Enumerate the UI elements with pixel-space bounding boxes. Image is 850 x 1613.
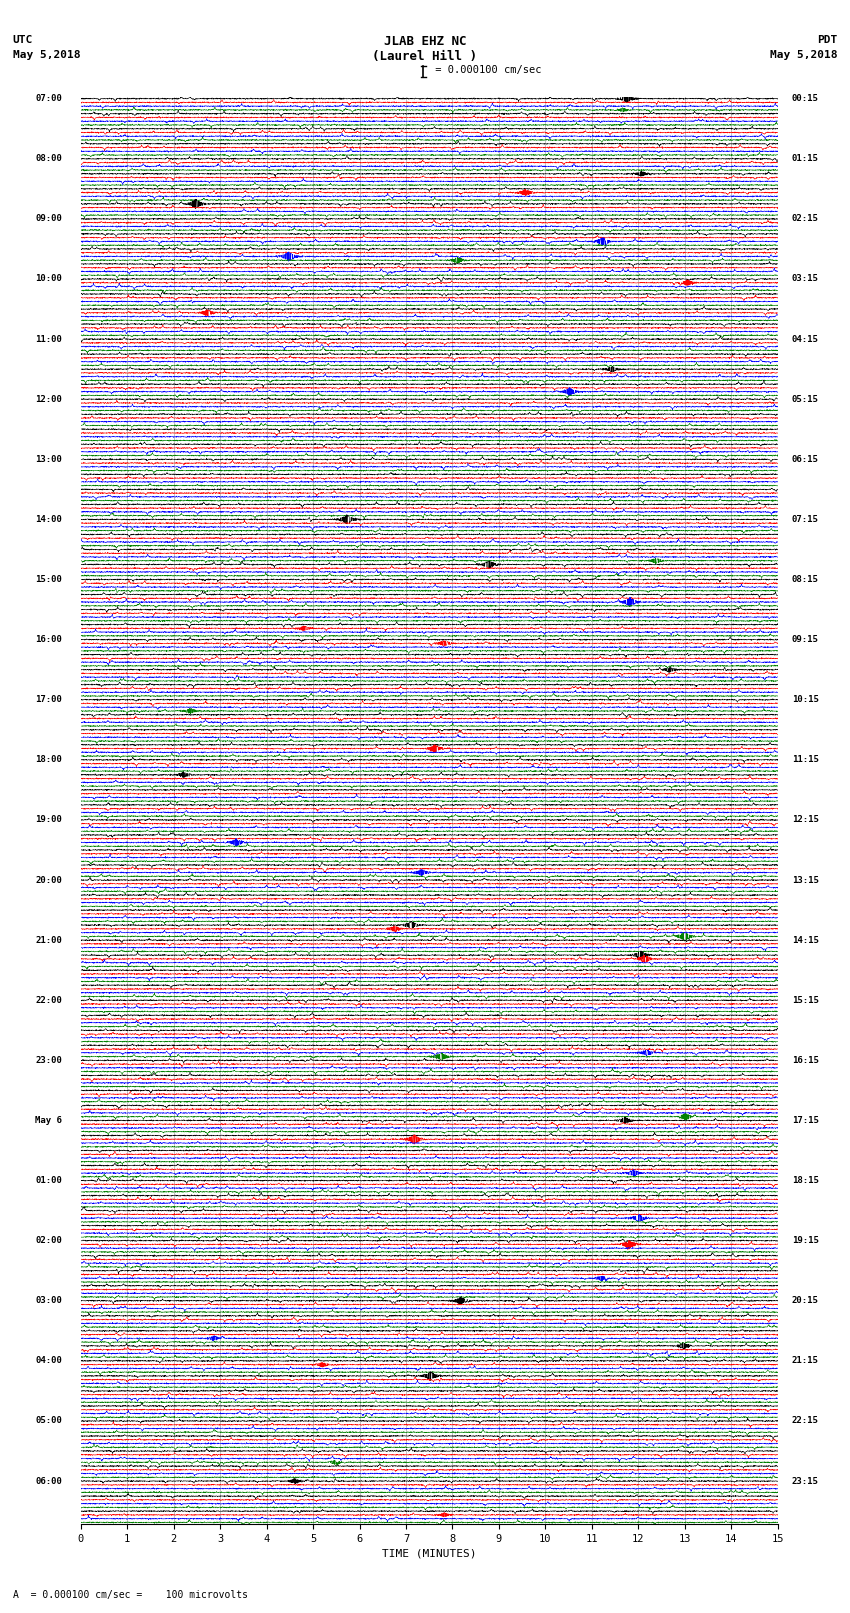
Text: May 5,2018: May 5,2018 [770,50,837,60]
Text: PDT: PDT [817,35,837,45]
Text: 01:15: 01:15 [791,155,819,163]
Text: 10:15: 10:15 [791,695,819,705]
Text: 22:00: 22:00 [36,995,62,1005]
Text: = 0.000100 cm/sec: = 0.000100 cm/sec [429,65,541,74]
Text: 14:00: 14:00 [36,515,62,524]
Text: 05:00: 05:00 [36,1416,62,1426]
Text: 16:00: 16:00 [36,636,62,644]
Text: 02:15: 02:15 [791,215,819,223]
Text: JLAB EHZ NC: JLAB EHZ NC [383,35,467,48]
Text: May 5,2018: May 5,2018 [13,50,80,60]
Text: 12:15: 12:15 [791,816,819,824]
Text: 06:15: 06:15 [791,455,819,465]
Text: 15:00: 15:00 [36,574,62,584]
Text: 04:00: 04:00 [36,1357,62,1365]
Text: 13:15: 13:15 [791,876,819,884]
Text: 15:15: 15:15 [791,995,819,1005]
Text: 19:15: 19:15 [791,1236,819,1245]
Text: 07:15: 07:15 [791,515,819,524]
Text: 12:00: 12:00 [36,395,62,403]
X-axis label: TIME (MINUTES): TIME (MINUTES) [382,1548,477,1558]
Text: 13:00: 13:00 [36,455,62,465]
Text: 23:00: 23:00 [36,1057,62,1065]
Text: 20:15: 20:15 [791,1297,819,1305]
Text: UTC: UTC [13,35,33,45]
Text: 22:15: 22:15 [791,1416,819,1426]
Text: 05:15: 05:15 [791,395,819,403]
Text: 07:00: 07:00 [36,94,62,103]
Text: 08:00: 08:00 [36,155,62,163]
Text: (Laurel Hill ): (Laurel Hill ) [372,50,478,63]
Text: 09:15: 09:15 [791,636,819,644]
Text: 21:15: 21:15 [791,1357,819,1365]
Text: 21:00: 21:00 [36,936,62,945]
Text: 03:15: 03:15 [791,274,819,284]
Text: 01:00: 01:00 [36,1176,62,1186]
Text: 14:15: 14:15 [791,936,819,945]
Text: 17:15: 17:15 [791,1116,819,1124]
Text: 20:00: 20:00 [36,876,62,884]
Text: 11:00: 11:00 [36,334,62,344]
Text: 11:15: 11:15 [791,755,819,765]
Text: 00:15: 00:15 [791,94,819,103]
Text: 16:15: 16:15 [791,1057,819,1065]
Text: 02:00: 02:00 [36,1236,62,1245]
Text: A  = 0.000100 cm/sec =    100 microvolts: A = 0.000100 cm/sec = 100 microvolts [13,1590,247,1600]
Text: 23:15: 23:15 [791,1476,819,1486]
Text: 03:00: 03:00 [36,1297,62,1305]
Text: 06:00: 06:00 [36,1476,62,1486]
Text: 18:15: 18:15 [791,1176,819,1186]
Text: 09:00: 09:00 [36,215,62,223]
Text: 19:00: 19:00 [36,816,62,824]
Text: 17:00: 17:00 [36,695,62,705]
Text: 10:00: 10:00 [36,274,62,284]
Text: 08:15: 08:15 [791,574,819,584]
Text: May 6: May 6 [36,1116,62,1124]
Text: 18:00: 18:00 [36,755,62,765]
Text: 04:15: 04:15 [791,334,819,344]
